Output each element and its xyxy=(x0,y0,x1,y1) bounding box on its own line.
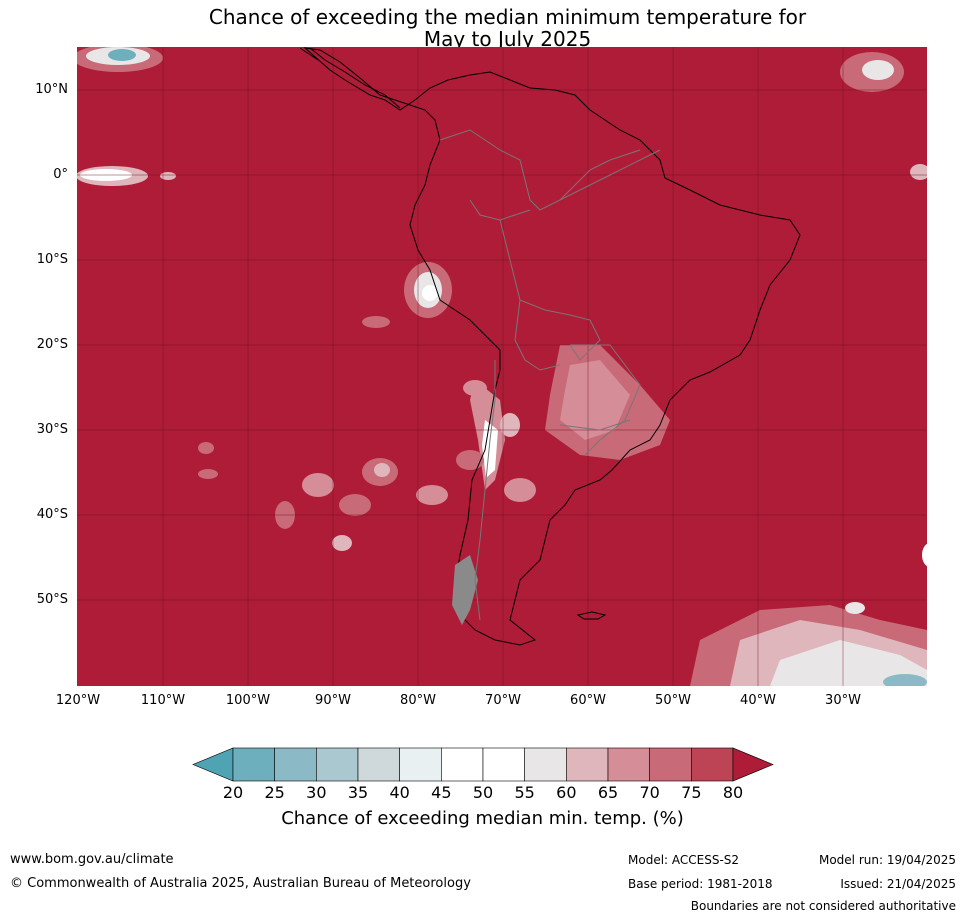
country-borders xyxy=(439,129,661,621)
colorbar-tick-label: 70 xyxy=(639,783,660,802)
lon-label-30w: 30°W xyxy=(825,693,861,708)
colorbar-segment xyxy=(399,747,442,782)
lon-label-80w: 80°W xyxy=(400,693,436,708)
lat-label-40s: 40°S xyxy=(36,507,68,522)
lon-label-120w: 120°W xyxy=(55,693,101,708)
lat-label-0: 0° xyxy=(53,167,68,182)
colorbar-segment xyxy=(566,747,609,782)
central-america-coastline xyxy=(299,47,401,109)
lon-label-100w: 100°W xyxy=(225,693,271,708)
disclaimer-text: Boundaries are not considered authoritat… xyxy=(690,899,956,913)
colorbar-label: Chance of exceeding median min. temp. (%… xyxy=(281,808,684,829)
lon-label-70w: 70°W xyxy=(485,693,521,708)
lon-label-110w: 110°W xyxy=(140,693,186,708)
map-background xyxy=(77,47,927,686)
colorbar-tick-label: 50 xyxy=(472,783,494,802)
lon-label-90w: 90°W xyxy=(315,693,351,708)
colorbar-tick-label: 55 xyxy=(514,783,535,802)
colorbar-segments xyxy=(192,747,774,782)
colorbar-segment xyxy=(607,747,650,782)
colorbar-segment xyxy=(482,747,525,782)
colorbar-tick-label: 35 xyxy=(347,783,369,802)
lon-label-50w: 50°W xyxy=(655,693,691,708)
copyright-text: © Commonwealth of Australia 2025, Austra… xyxy=(10,876,471,891)
lat-label-20s: 20°S xyxy=(36,337,68,352)
colorbar-extend-high xyxy=(732,747,774,782)
colorbar-extend-low xyxy=(192,747,234,782)
colorbar-segment xyxy=(441,747,484,782)
colorbar-tick-label: 75 xyxy=(681,783,702,802)
colorbar-segment xyxy=(691,747,734,782)
map-title-line1: Chance of exceeding the median minimum t… xyxy=(208,5,807,29)
model-run-text: Model run: 19/04/2025 xyxy=(818,853,956,867)
lat-label-10s: 10°S xyxy=(36,252,68,267)
base-period-text: Base period: 1981-2018 xyxy=(628,877,773,891)
south-america-coastline xyxy=(303,47,801,646)
colorbar-tick-label: 80 xyxy=(722,783,744,802)
issued-text: Issued: 21/04/2025 xyxy=(840,877,956,891)
colorbar-segment xyxy=(524,747,567,782)
lon-label-60w: 60°W xyxy=(570,693,606,708)
chile-fjords xyxy=(452,555,478,625)
lon-label-40w: 40°W xyxy=(740,693,776,708)
map-title-line2: May to July 2025 xyxy=(423,27,592,51)
colorbar-segment xyxy=(232,747,275,782)
probability-contours xyxy=(77,47,927,686)
lat-label-30s: 30°S xyxy=(36,422,68,437)
colorbar-tick-label: 40 xyxy=(389,783,410,802)
colorbar-segment xyxy=(274,747,317,782)
model-text: Model: ACCESS-S2 xyxy=(628,853,740,867)
colorbar-segment xyxy=(357,747,400,782)
colorbar-segment xyxy=(316,747,359,782)
colorbar-tick-label: 45 xyxy=(431,783,452,802)
lat-label-10n: 10°N xyxy=(35,82,68,97)
lat-label-50s: 50°S xyxy=(36,592,68,607)
colorbar-segment xyxy=(649,747,692,782)
colorbar-tick-label: 60 xyxy=(556,783,577,802)
colorbar-tick-label: 25 xyxy=(264,783,285,802)
graticule xyxy=(77,47,927,686)
website-link[interactable]: www.bom.gov.au/climate xyxy=(10,852,174,867)
colorbar-tick-label: 30 xyxy=(306,783,327,802)
colorbar-tick-label: 20 xyxy=(222,783,244,802)
falkland-islands xyxy=(576,611,607,620)
colorbar-tick-label: 65 xyxy=(597,783,619,802)
